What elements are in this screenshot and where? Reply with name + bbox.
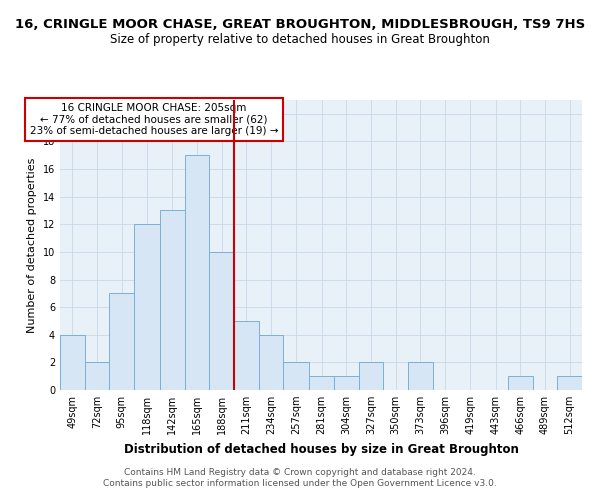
Bar <box>134 224 160 390</box>
Bar <box>160 210 185 390</box>
X-axis label: Distribution of detached houses by size in Great Broughton: Distribution of detached houses by size … <box>124 442 518 456</box>
Bar <box>234 321 259 390</box>
Bar <box>283 362 309 390</box>
Bar <box>185 155 209 390</box>
Bar <box>259 335 283 390</box>
Text: Size of property relative to detached houses in Great Broughton: Size of property relative to detached ho… <box>110 32 490 46</box>
Y-axis label: Number of detached properties: Number of detached properties <box>27 158 37 332</box>
Bar <box>309 376 334 390</box>
Bar <box>85 362 109 390</box>
Bar <box>209 252 234 390</box>
Bar <box>109 294 134 390</box>
Text: 16 CRINGLE MOOR CHASE: 205sqm
← 77% of detached houses are smaller (62)
23% of s: 16 CRINGLE MOOR CHASE: 205sqm ← 77% of d… <box>30 103 278 136</box>
Bar <box>359 362 383 390</box>
Bar <box>557 376 582 390</box>
Bar <box>508 376 533 390</box>
Text: Contains HM Land Registry data © Crown copyright and database right 2024.
Contai: Contains HM Land Registry data © Crown c… <box>103 468 497 487</box>
Text: 16, CRINGLE MOOR CHASE, GREAT BROUGHTON, MIDDLESBROUGH, TS9 7HS: 16, CRINGLE MOOR CHASE, GREAT BROUGHTON,… <box>15 18 585 30</box>
Bar <box>60 335 85 390</box>
Bar <box>334 376 359 390</box>
Bar <box>408 362 433 390</box>
